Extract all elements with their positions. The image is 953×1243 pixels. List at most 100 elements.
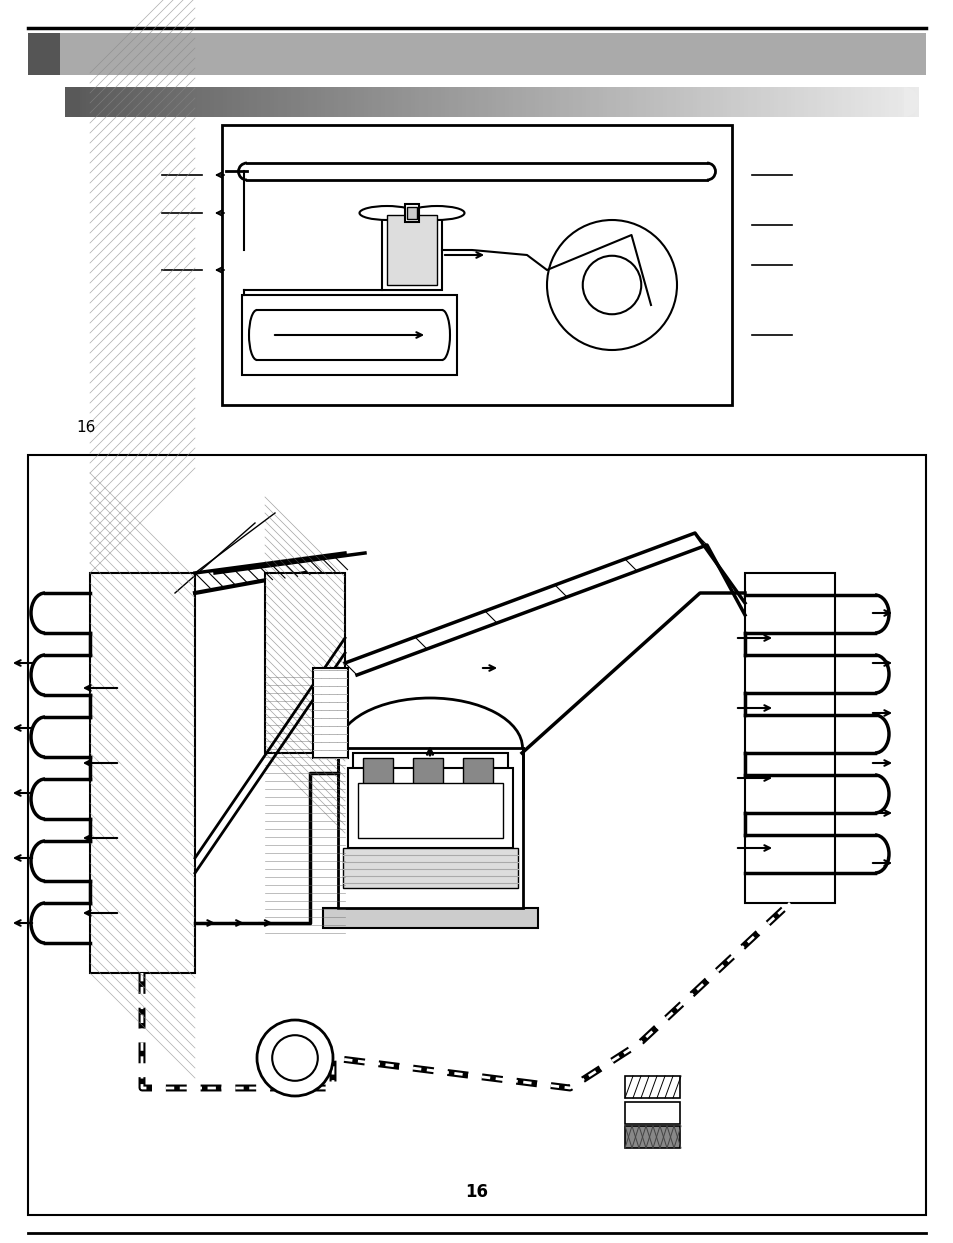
Bar: [381, 210, 441, 290]
Bar: [282, 87, 287, 117]
Bar: [611, 87, 616, 117]
Bar: [343, 848, 517, 888]
Bar: [739, 87, 743, 117]
Bar: [214, 87, 219, 117]
Text: 16: 16: [465, 1183, 488, 1201]
Circle shape: [582, 256, 640, 314]
Bar: [721, 87, 726, 117]
Bar: [201, 87, 206, 117]
Bar: [585, 87, 590, 117]
Bar: [602, 87, 607, 117]
Bar: [449, 87, 454, 117]
Bar: [210, 87, 214, 117]
Bar: [405, 204, 418, 222]
Bar: [94, 87, 99, 117]
Bar: [559, 87, 564, 117]
Bar: [457, 87, 462, 117]
Bar: [242, 295, 456, 375]
Bar: [337, 748, 522, 907]
Bar: [385, 87, 390, 117]
Bar: [87, 87, 91, 117]
Bar: [781, 87, 786, 117]
Bar: [513, 87, 517, 117]
Bar: [624, 1103, 679, 1124]
Bar: [432, 87, 436, 117]
Bar: [790, 87, 795, 117]
Bar: [90, 573, 194, 973]
Ellipse shape: [359, 206, 414, 220]
Bar: [146, 87, 151, 117]
Bar: [623, 87, 628, 117]
Bar: [705, 87, 710, 117]
Bar: [671, 87, 676, 117]
Bar: [679, 87, 684, 117]
Bar: [287, 87, 292, 117]
Bar: [73, 87, 78, 117]
Bar: [222, 126, 731, 405]
Bar: [598, 87, 603, 117]
Bar: [538, 87, 543, 117]
Bar: [654, 87, 659, 117]
Bar: [795, 87, 800, 117]
Bar: [347, 87, 352, 117]
Bar: [266, 87, 271, 117]
Bar: [82, 87, 87, 117]
Bar: [876, 87, 881, 117]
Bar: [368, 87, 373, 117]
Bar: [778, 87, 782, 117]
Bar: [407, 208, 416, 219]
Bar: [526, 87, 531, 117]
Bar: [658, 87, 662, 117]
Bar: [348, 768, 513, 848]
Bar: [914, 87, 919, 117]
Bar: [542, 87, 547, 117]
Bar: [163, 87, 168, 117]
Bar: [556, 87, 560, 117]
Bar: [752, 87, 757, 117]
Bar: [257, 87, 262, 117]
Bar: [466, 87, 471, 117]
Bar: [103, 87, 108, 117]
Bar: [841, 87, 846, 117]
Bar: [28, 34, 60, 75]
Bar: [867, 87, 872, 117]
Bar: [116, 87, 121, 117]
Bar: [871, 87, 876, 117]
Bar: [125, 87, 130, 117]
Bar: [133, 87, 138, 117]
Bar: [764, 87, 769, 117]
Bar: [108, 87, 112, 117]
Bar: [892, 87, 897, 117]
Bar: [357, 783, 502, 838]
Bar: [850, 87, 855, 117]
Bar: [649, 87, 654, 117]
Bar: [440, 87, 445, 117]
Bar: [389, 87, 394, 117]
Bar: [786, 87, 791, 117]
Bar: [880, 87, 884, 117]
Bar: [159, 87, 164, 117]
Bar: [645, 87, 650, 117]
Bar: [564, 87, 569, 117]
Bar: [905, 87, 910, 117]
Bar: [845, 87, 850, 117]
Bar: [718, 87, 722, 117]
Bar: [154, 87, 159, 117]
Bar: [142, 87, 147, 117]
Bar: [240, 87, 245, 117]
Bar: [380, 87, 385, 117]
Bar: [91, 87, 95, 117]
Bar: [415, 87, 419, 117]
Bar: [662, 87, 667, 117]
Bar: [816, 87, 821, 117]
Bar: [299, 87, 304, 117]
Wedge shape: [903, 87, 918, 117]
Bar: [632, 87, 637, 117]
Bar: [462, 758, 493, 788]
Bar: [735, 87, 740, 117]
Bar: [521, 87, 526, 117]
Bar: [70, 87, 74, 117]
Bar: [355, 87, 359, 117]
Bar: [359, 87, 364, 117]
Bar: [112, 87, 116, 117]
